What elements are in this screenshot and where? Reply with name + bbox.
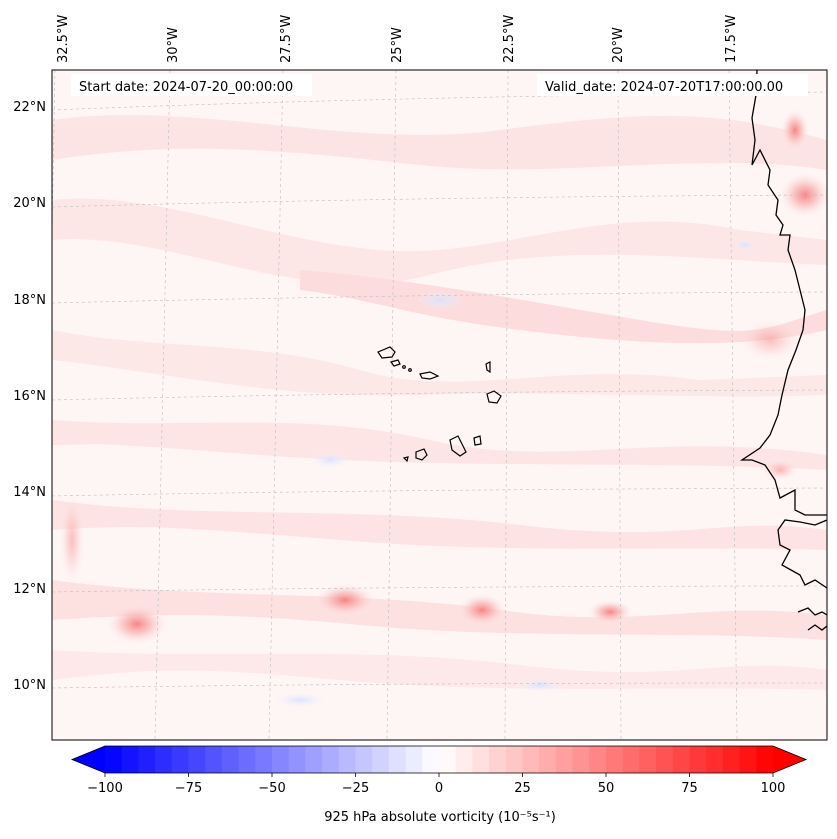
lat-label-20n: 20°N (13, 196, 46, 211)
colorbar-segment (622, 746, 640, 773)
colorbar-segment (155, 746, 173, 773)
colorbar-segment (455, 746, 473, 773)
colorbar-segment (572, 746, 590, 773)
colorbar-segment (105, 746, 123, 773)
colorbar-segment (756, 746, 774, 773)
colorbar-segment (522, 746, 540, 773)
colorbar-segment (188, 746, 206, 773)
colorbar-segment (439, 746, 457, 773)
lon-label-32-5w: 32.5°W (56, 15, 71, 63)
colorbar-segment (405, 746, 423, 773)
valid-date-text: Valid_date: 2024-07-20T17:00:00.00 (545, 80, 783, 95)
lat-label-16n: 16°N (13, 389, 46, 404)
colorbar-segment (639, 746, 657, 773)
colorbar-segment (422, 746, 440, 773)
colorbar-segment (221, 746, 240, 773)
colorbar-tick-label: 25 (514, 781, 531, 796)
colorbar-min-extend (72, 746, 105, 773)
map-frame (51, 69, 828, 741)
lon-label-17-5w: 17.5°W (724, 15, 739, 63)
lon-label-20w: 20°W (611, 27, 626, 63)
colorbar-segment (121, 746, 139, 773)
colorbar-segment (338, 746, 356, 773)
colorbar-segment (489, 746, 507, 773)
colorbar-tick-label: −100 (87, 781, 123, 796)
lat-label-18n: 18°N (13, 293, 46, 308)
colorbar-tick-label: −25 (342, 781, 369, 796)
colorbar-ticks: −100 −75 −50 −25 0 25 50 75 100 (87, 773, 785, 796)
colorbar-segment (672, 746, 690, 773)
valid-date-box (537, 74, 808, 96)
africa-coastline (739, 70, 827, 516)
colorbar-segment (305, 746, 323, 773)
map-background (52, 70, 827, 740)
map-panel (52, 70, 827, 740)
colorbar-segment (171, 746, 189, 773)
colorbar-segment (388, 746, 407, 773)
colorbar-segment (255, 746, 273, 773)
graticule (52, 70, 827, 740)
colorbar-tick-label: −50 (258, 781, 285, 796)
colorbar-label: 925 hPa absolute vorticity (10⁻⁵s⁻¹) (324, 810, 556, 825)
colorbar-segment (555, 746, 574, 773)
colorbar-segment (372, 746, 390, 773)
colorbar-segment (722, 746, 741, 773)
longitude-labels: 32.5°W 30°W 27.5°W 25°W 22.5°W 20°W 17.5… (56, 15, 739, 63)
colorbar-segment (205, 746, 223, 773)
colorbar-tick-label: 100 (761, 781, 786, 796)
colorbar-segment (472, 746, 490, 773)
latitude-labels: 22°N 20°N 18°N 16°N 14°N 12°N 10°N (13, 100, 46, 693)
start-date-box (71, 74, 312, 96)
colorbar-segment (706, 746, 724, 773)
colorbar-segment (272, 746, 290, 773)
africa-coastline-south (777, 519, 827, 589)
colorbar-tick-label: 50 (598, 781, 615, 796)
colorbar-segment (656, 746, 674, 773)
colorbar-segment (739, 746, 757, 773)
lon-label-25w: 25°W (390, 27, 405, 63)
lat-label-22n: 22°N (13, 100, 46, 115)
colorbar-tick-label: 75 (681, 781, 698, 796)
colorbar-segment (505, 746, 523, 773)
colorbar-segment (288, 746, 306, 773)
colorbar-segment (589, 746, 607, 773)
lat-label-14n: 14°N (13, 485, 46, 500)
colorbar-segment (539, 746, 557, 773)
colorbar-tick-label: 0 (435, 781, 443, 796)
lat-label-10n: 10°N (13, 678, 46, 693)
vorticity-field (52, 115, 827, 690)
lon-label-27-5w: 27.5°W (279, 15, 294, 63)
colorbar-segment (355, 746, 373, 773)
colorbar-segment (322, 746, 340, 773)
lon-label-22-5w: 22.5°W (502, 15, 517, 63)
lon-label-30w: 30°W (166, 27, 181, 63)
colorbar-max-extend (773, 746, 806, 773)
colorbar-segment (689, 746, 707, 773)
colorbar-segment (138, 746, 156, 773)
colorbar-segment (606, 746, 624, 773)
colorbar-segment (238, 746, 256, 773)
colorbar-tick-label: −75 (175, 781, 202, 796)
lat-label-12n: 12°N (13, 582, 46, 597)
cape-verde-islands (377, 346, 502, 463)
colorbar (70, 745, 808, 774)
start-date-text: Start date: 2024-07-20_00:00:00 (79, 80, 293, 95)
